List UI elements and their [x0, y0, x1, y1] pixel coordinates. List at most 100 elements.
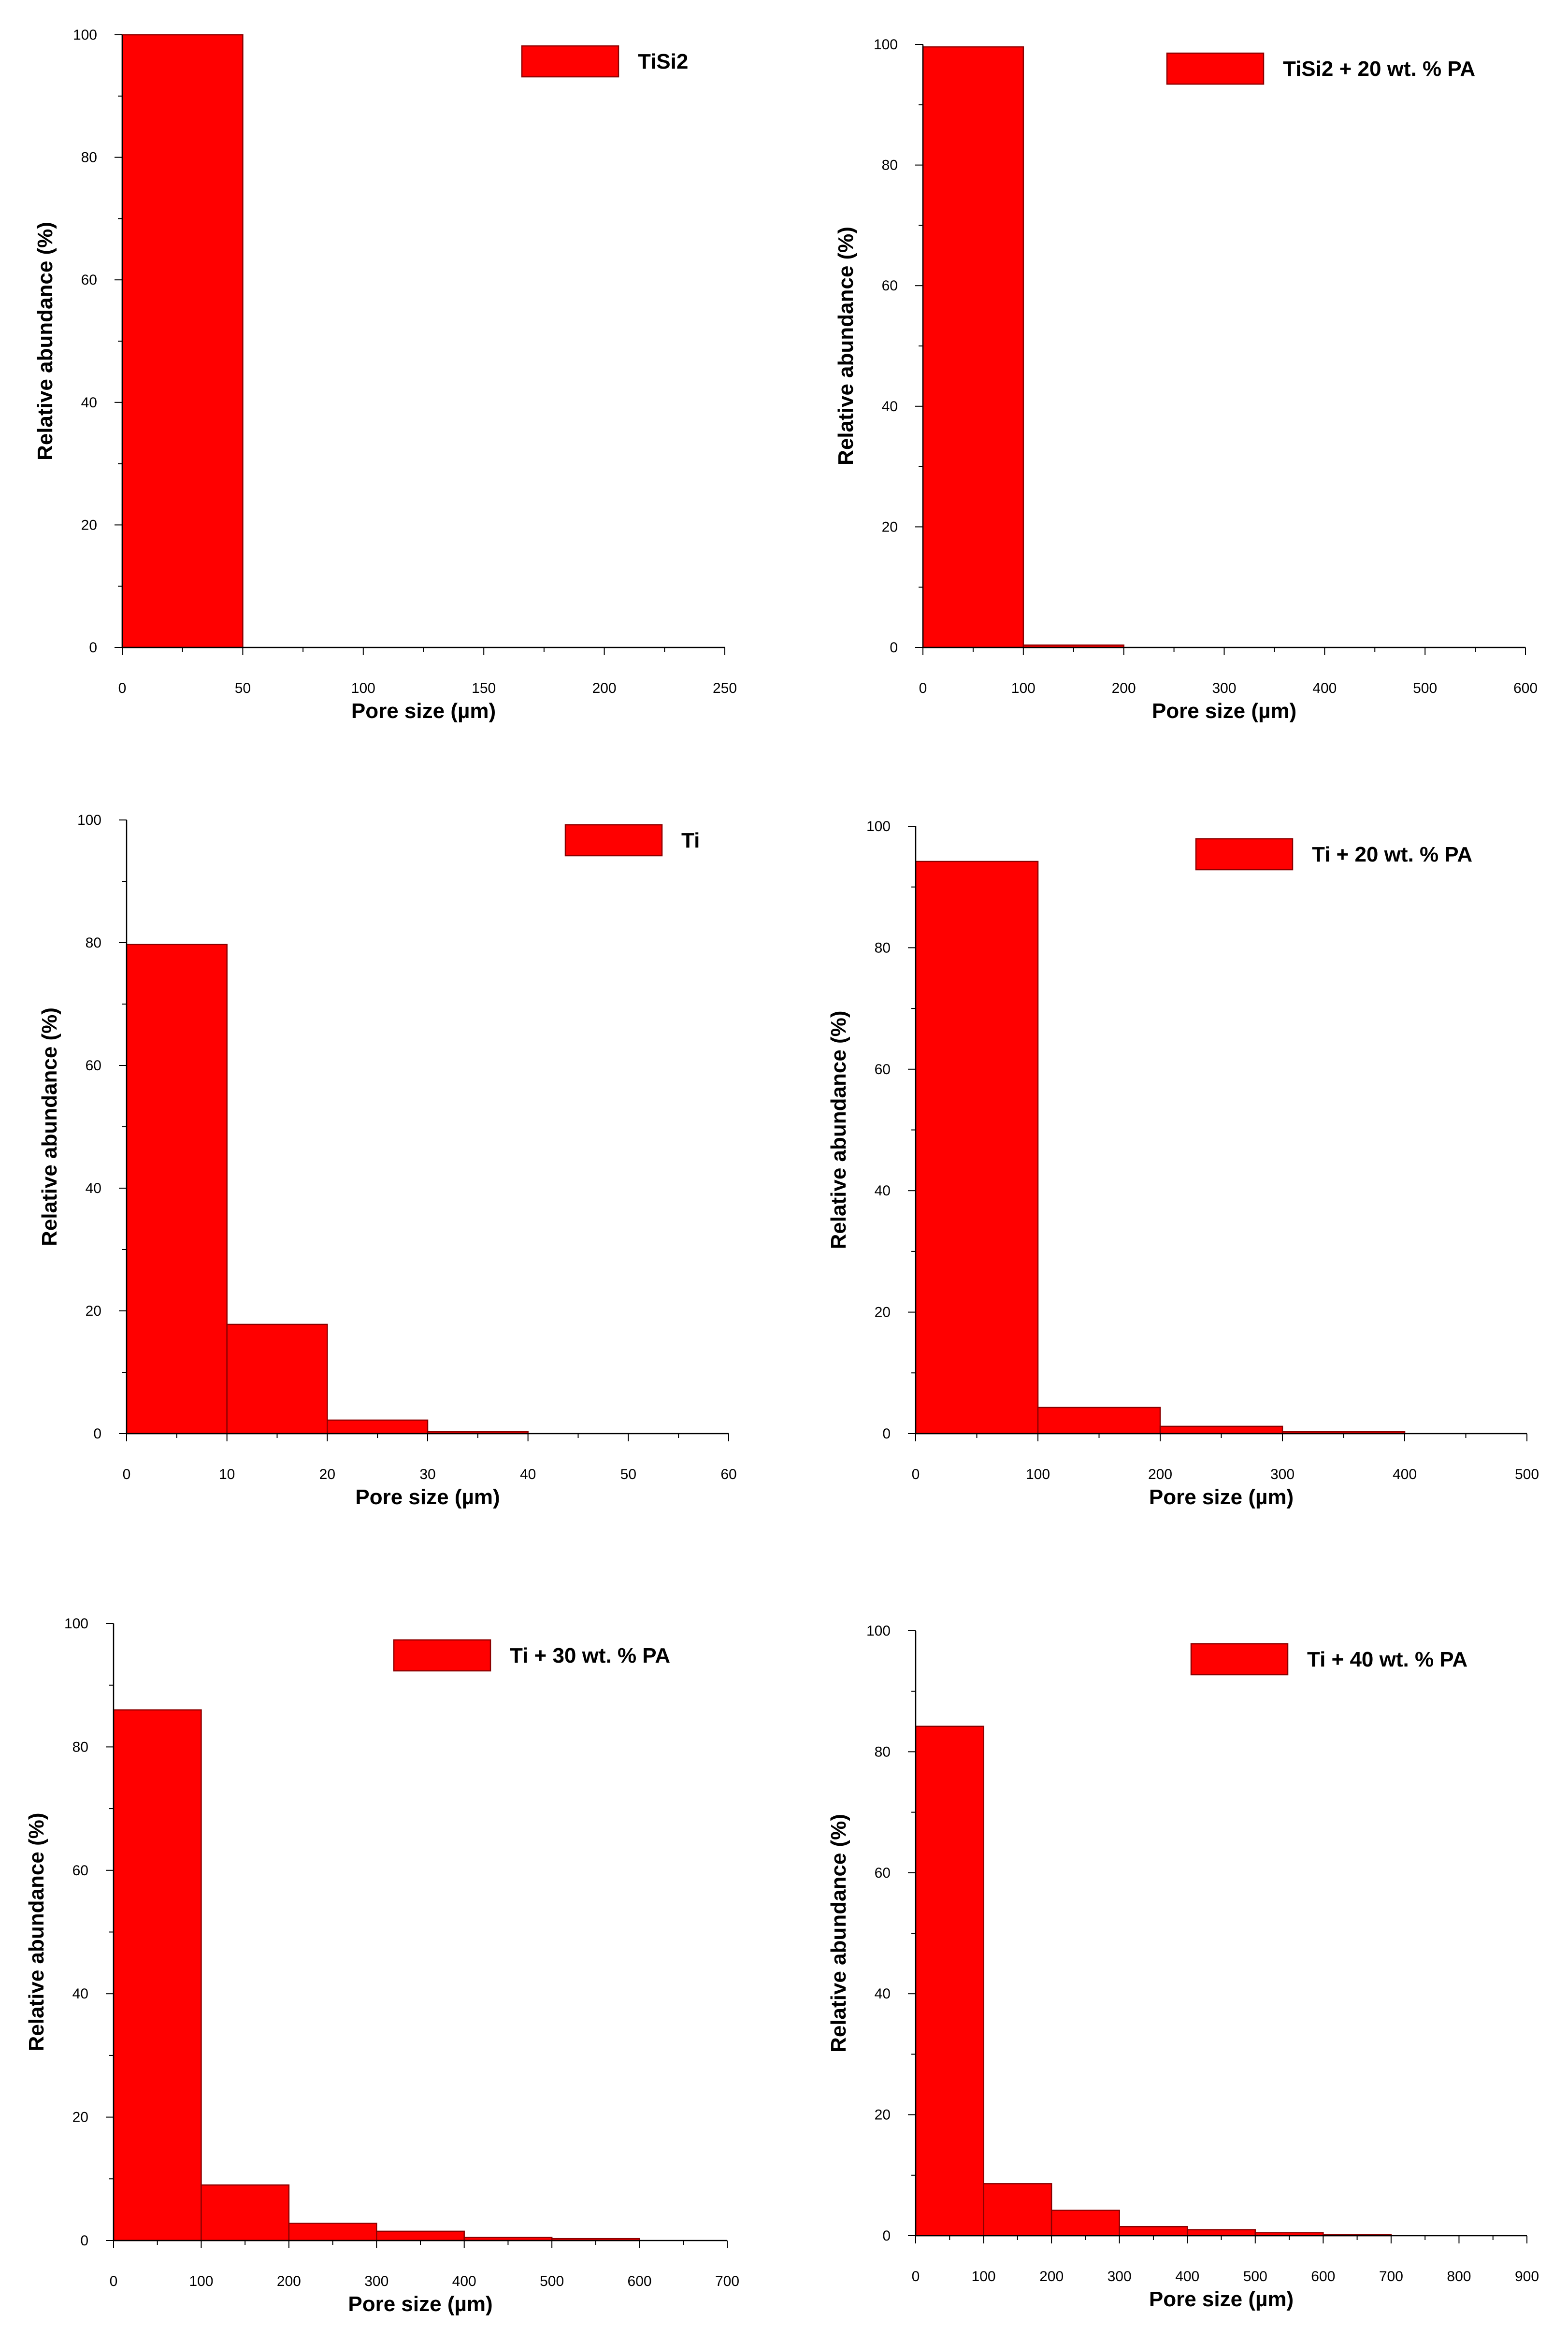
x-tick-label-2: 600 [1513, 680, 1538, 696]
x-tick-label-5: 500 [540, 2273, 564, 2289]
x-tick-label-4: 200 [1148, 1466, 1172, 1482]
x-tick-label-6: 400 [1175, 2269, 1199, 2285]
y-axis-title-6: Relative abundance (%) [827, 1814, 850, 2053]
bar-6-5 [1186, 2229, 1256, 2237]
y-axis-title-5: Relative abundance (%) [25, 1813, 48, 2052]
y-tick-label-1: 100 [73, 27, 97, 43]
x-tick-label-5: 100 [189, 2273, 213, 2289]
x-tick-label-6: 500 [1243, 2269, 1267, 2285]
y-tick-label-3: 80 [86, 935, 101, 951]
x-tick-label-6: 800 [1447, 2269, 1471, 2285]
chart-panel-4: 0 20 40 60 80 100 0 100 200 300 400 500 Pore size (µ… [827, 819, 1539, 1509]
bar-5-2 [201, 2184, 290, 2241]
bar-2-1 [922, 46, 1024, 648]
chart-panel-3: 0 20 40 60 80 100 0 10 20 30 40 50 60 Pore size (µm) R… [38, 812, 737, 1509]
y-tick-label-1: 40 [81, 395, 97, 411]
bar-4-1 [915, 861, 1039, 1435]
x-tick-label-1: 200 [592, 680, 617, 696]
x-tick-label-1: 100 [351, 680, 375, 696]
legend-swatch-4 [1195, 838, 1294, 871]
legend-label-1: TiSi2 [638, 50, 688, 73]
y-tick-label-5: 0 [80, 2233, 88, 2249]
y-tick-label-6: 80 [875, 1744, 891, 1760]
y-tick-label-4: 0 [882, 1426, 891, 1442]
x-tick-label-3: 10 [219, 1466, 235, 1482]
y-tick-label-5: 60 [72, 1863, 88, 1879]
legend-label-2: TiSi2 + 20 wt. % PA [1283, 57, 1475, 81]
bar-1-1 [121, 34, 244, 648]
x-tick-label-2: 100 [1011, 680, 1036, 696]
y-tick-label-3: 60 [86, 1058, 101, 1074]
y-tick-label-3: 40 [86, 1180, 101, 1196]
x-tick-label-6: 600 [1311, 2269, 1335, 2285]
y-tick-label-2: 0 [890, 640, 898, 656]
x-tick-label-5: 400 [452, 2273, 476, 2289]
y-tick-label-1: 60 [81, 272, 97, 288]
y-tick-label-5: 20 [72, 2110, 88, 2126]
y-tick-label-2: 100 [874, 37, 898, 53]
x-tick-label-4: 100 [1026, 1466, 1050, 1482]
bar-6-1 [915, 1725, 984, 2237]
legend-label-6: Ti + 40 wt. % PA [1307, 1648, 1467, 1671]
y-tick-label-5: 80 [72, 1739, 88, 1755]
x-tick-label-5: 700 [715, 2273, 739, 2289]
legend-swatch-2 [1166, 52, 1265, 85]
y-tick-label-6: 20 [875, 2107, 891, 2123]
y-tick-label-6: 60 [875, 1865, 891, 1881]
x-tick-label-3: 60 [720, 1466, 736, 1482]
x-axis-title-2: Pore size (µm) [1152, 699, 1296, 723]
y-tick-label-4: 100 [866, 819, 891, 834]
y-tick-label-5: 100 [64, 1616, 88, 1632]
chart-panel-6: 0 20 40 60 80 100 0 100 200 300 400 500 600 700 800 900… [827, 1623, 1539, 2311]
y-tick-label-2: 40 [882, 399, 898, 415]
y-tick-label-6: 0 [882, 2228, 891, 2244]
x-tick-label-5: 0 [110, 2273, 118, 2289]
x-axis-title-1: Pore size (µm) [351, 699, 496, 723]
x-tick-label-2: 200 [1112, 680, 1136, 696]
x-tick-label-3: 20 [319, 1466, 335, 1482]
x-tick-label-1: 250 [713, 680, 737, 696]
y-tick-label-3: 0 [93, 1426, 101, 1442]
y-tick-label-6: 100 [866, 1623, 891, 1639]
x-tick-label-2: 0 [919, 680, 927, 696]
y-axis-title-2: Relative abundance (%) [834, 227, 858, 465]
x-tick-label-6: 300 [1108, 2269, 1132, 2285]
x-tick-label-6: 100 [972, 2269, 996, 2285]
bar-5-4 [376, 2230, 465, 2241]
x-tick-label-6: 700 [1379, 2269, 1403, 2285]
y-tick-label-4: 20 [875, 1305, 891, 1321]
x-axis-title-3: Pore size (µm) [355, 1485, 500, 1509]
legend-swatch-5 [393, 1639, 491, 1672]
y-tick-label-5: 40 [72, 1986, 88, 2002]
x-tick-label-5: 300 [364, 2273, 388, 2289]
x-tick-label-6: 900 [1515, 2269, 1539, 2285]
bar-5-3 [288, 2222, 377, 2241]
y-axis-title-3: Relative abundance (%) [38, 1007, 61, 1246]
y-tick-label-4: 40 [875, 1183, 891, 1199]
x-tick-label-3: 0 [123, 1466, 131, 1482]
x-tick-label-4: 400 [1393, 1466, 1417, 1482]
x-tick-label-3: 50 [620, 1466, 636, 1482]
y-tick-label-4: 80 [875, 940, 891, 956]
x-tick-label-1: 50 [235, 680, 251, 696]
bar-5-1 [113, 1709, 202, 2241]
x-tick-label-6: 200 [1039, 2269, 1064, 2285]
chart-panel-2: 0 20 40 60 80 100 0 100 200 300 400 500 600 Pore size… [834, 37, 1538, 723]
y-tick-label-6: 40 [875, 1986, 891, 2002]
x-tick-label-6: 0 [912, 2269, 920, 2285]
legend-label-4: Ti + 20 wt. % PA [1312, 843, 1472, 866]
x-tick-label-1: 0 [118, 680, 127, 696]
x-tick-label-1: 150 [472, 680, 496, 696]
legend-swatch-3 [564, 824, 663, 857]
x-tick-label-2: 500 [1413, 680, 1437, 696]
bar-3-2 [226, 1323, 328, 1435]
x-axis-title-6: Pore size (µm) [1149, 2287, 1294, 2311]
y-tick-label-3: 100 [77, 812, 101, 828]
y-tick-label-1: 20 [81, 517, 97, 533]
y-tick-label-2: 80 [882, 158, 898, 173]
x-tick-label-2: 400 [1312, 680, 1337, 696]
legend-swatch-6 [1190, 1643, 1289, 1676]
y-tick-label-2: 60 [882, 278, 898, 294]
y-tick-label-2: 20 [882, 519, 898, 535]
